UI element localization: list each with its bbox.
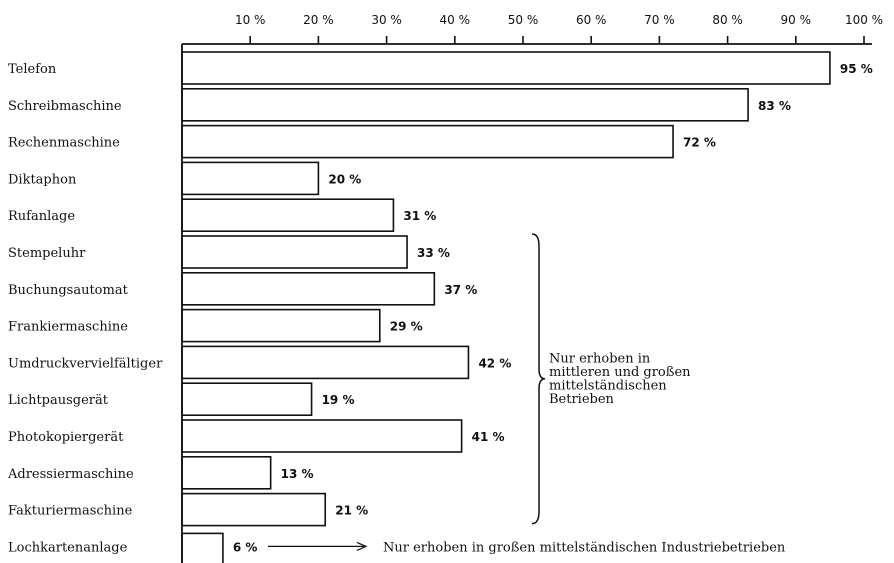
annotation-text: Nur erhoben in xyxy=(549,352,651,367)
x-tick-label: 70 % xyxy=(644,13,675,27)
category-label: Rufanlage xyxy=(8,209,75,224)
category-labels: Telefon Schreibmaschine Rechenmaschine Dikt… xyxy=(7,62,163,555)
value-label: 95 % xyxy=(840,62,873,76)
category-label: Telefon xyxy=(8,62,57,77)
bar xyxy=(181,51,831,85)
annotation-text: Nur erhoben in großen mittelständischen … xyxy=(383,540,786,555)
category-label: Umdruckvervielfältiger xyxy=(8,356,163,371)
annotation-text: mittelständischen xyxy=(549,379,667,394)
bar xyxy=(181,382,313,417)
bar xyxy=(181,198,395,232)
x-axis-ticks: 10 % 20 % 30 % 40 % 50 % 60 % 70 % 80 % 90 % 100 … xyxy=(235,13,883,44)
category-label: Buchungsautomat xyxy=(8,283,129,298)
value-labels: 95 % 83 % 72 % 20 % 31 % 33 % 37 % 29 % 42 % 19 %… xyxy=(233,62,873,554)
x-tick-label: 20 % xyxy=(303,13,334,27)
category-label: Lochkartenanlage xyxy=(8,540,128,555)
value-label: 83 % xyxy=(758,99,791,113)
x-tick-label: 80 % xyxy=(712,13,743,27)
value-label: 13 % xyxy=(281,467,314,481)
x-tick-label: 50 % xyxy=(508,13,539,27)
bar xyxy=(181,235,408,269)
category-label: Frankiermaschine xyxy=(8,320,128,335)
category-label: Photokopiergerät xyxy=(8,430,124,445)
category-label: Lichtpausgerät xyxy=(8,393,109,408)
bar xyxy=(181,345,470,380)
bar xyxy=(181,271,436,306)
category-label: Fakturiermaschine xyxy=(8,504,133,519)
value-label: 31 % xyxy=(403,209,436,223)
category-label: Schreibmaschine xyxy=(8,99,122,114)
value-label: 20 % xyxy=(328,172,361,186)
category-label: Rechenmaschine xyxy=(8,136,120,151)
value-label: 29 % xyxy=(390,320,423,334)
x-tick-label: 60 % xyxy=(576,13,607,27)
bar xyxy=(181,532,224,563)
brace-marker xyxy=(531,233,546,525)
bar xyxy=(181,161,320,196)
value-label: 21 % xyxy=(335,504,368,518)
value-label: 72 % xyxy=(683,136,716,150)
annotation-text: Betrieben xyxy=(549,392,615,407)
annotation-text: mittleren und großen xyxy=(549,365,691,380)
value-label: 42 % xyxy=(478,356,511,370)
value-label: 6 % xyxy=(233,540,258,554)
value-label: 33 % xyxy=(417,246,450,260)
category-label: Stempeluhr xyxy=(8,246,86,261)
category-label: Diktaphon xyxy=(8,172,77,187)
category-label: Adressiermaschine xyxy=(7,467,134,482)
x-tick-label: 10 % xyxy=(235,13,266,27)
bar xyxy=(181,455,272,490)
x-tick-label: 30 % xyxy=(371,13,402,27)
bar xyxy=(181,88,749,122)
bar xyxy=(181,492,327,527)
bar xyxy=(181,124,674,159)
x-tick-label: 90 % xyxy=(781,13,812,27)
x-tick-label: 40 % xyxy=(440,13,471,27)
value-label: 19 % xyxy=(322,393,355,407)
arrow-head xyxy=(356,541,368,551)
bars xyxy=(181,51,831,563)
value-label: 37 % xyxy=(444,283,477,297)
bar xyxy=(181,419,463,453)
x-tick-label: 100 % xyxy=(845,13,883,27)
bar xyxy=(181,308,381,343)
value-label: 41 % xyxy=(472,430,505,444)
